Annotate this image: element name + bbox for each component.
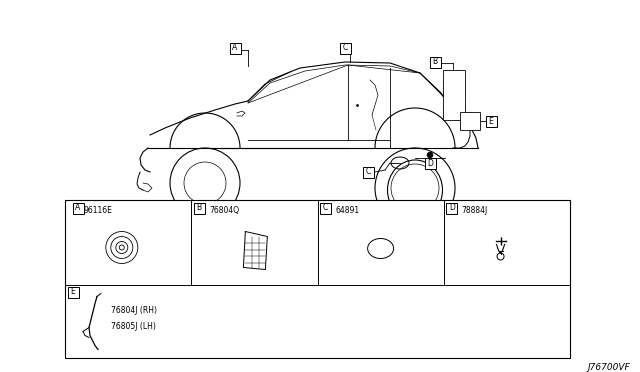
Bar bbox=[320, 202, 331, 214]
Bar bbox=[429, 57, 440, 67]
Bar bbox=[72, 202, 83, 214]
Bar bbox=[486, 115, 497, 126]
Text: 78884J: 78884J bbox=[461, 206, 488, 215]
Text: C: C bbox=[323, 203, 328, 212]
Text: 76804J (RH)
76805J (LH): 76804J (RH) 76805J (LH) bbox=[111, 306, 157, 331]
Bar bbox=[424, 157, 435, 169]
Text: B: B bbox=[433, 58, 438, 67]
Bar bbox=[443, 70, 465, 120]
Text: E: E bbox=[488, 116, 493, 125]
Bar bbox=[65, 200, 570, 358]
Text: D: D bbox=[449, 203, 454, 212]
Bar bbox=[230, 42, 241, 54]
Text: E: E bbox=[70, 288, 76, 296]
Text: 96116E: 96116E bbox=[83, 206, 112, 215]
Bar bbox=[460, 112, 480, 130]
Bar bbox=[362, 167, 374, 177]
Text: 64891: 64891 bbox=[335, 206, 360, 215]
Bar bbox=[194, 202, 205, 214]
Text: D: D bbox=[427, 158, 433, 167]
Circle shape bbox=[427, 152, 433, 158]
Bar bbox=[67, 286, 79, 298]
Bar bbox=[446, 202, 457, 214]
Text: J76700VF: J76700VF bbox=[588, 363, 630, 372]
Text: C: C bbox=[365, 167, 371, 176]
Text: 76804Q: 76804Q bbox=[209, 206, 239, 215]
Text: C: C bbox=[342, 44, 348, 52]
Text: A: A bbox=[76, 203, 81, 212]
Text: A: A bbox=[232, 44, 237, 52]
Text: B: B bbox=[196, 203, 202, 212]
Bar bbox=[339, 42, 351, 54]
